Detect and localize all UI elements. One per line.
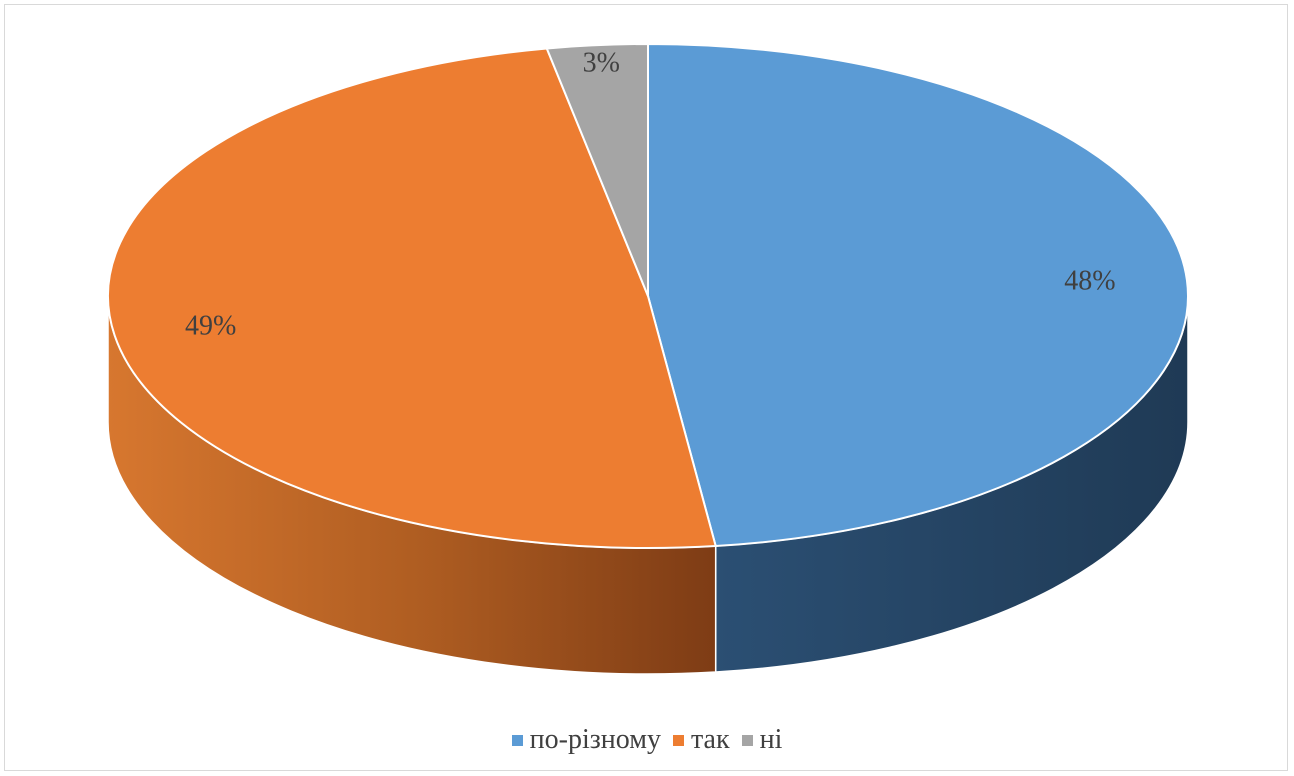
legend-swatch-ni bbox=[741, 734, 753, 746]
legend-item-tak: так bbox=[672, 724, 730, 756]
pie-slice-po-riznomu bbox=[647, 43, 1189, 548]
legend-item-ni: ні bbox=[741, 724, 783, 756]
pie-slice-tak bbox=[107, 47, 717, 549]
legend-label-ni: ні bbox=[759, 724, 783, 755]
legend-label-tak: так bbox=[690, 724, 730, 755]
pie-slice-ni bbox=[545, 43, 649, 297]
legend: по-різному так ні bbox=[0, 724, 1294, 756]
data-label-po-riznomu: 48% bbox=[1064, 265, 1115, 296]
data-label-tak: 49% bbox=[185, 311, 236, 342]
legend-swatch-tak bbox=[672, 734, 684, 746]
data-label-ni: 3% bbox=[583, 48, 620, 79]
legend-swatch-po-riznomu bbox=[511, 734, 523, 746]
legend-label-po-riznomu: по-різному bbox=[529, 724, 661, 755]
legend-item-po-riznomu: по-різному bbox=[511, 724, 661, 756]
